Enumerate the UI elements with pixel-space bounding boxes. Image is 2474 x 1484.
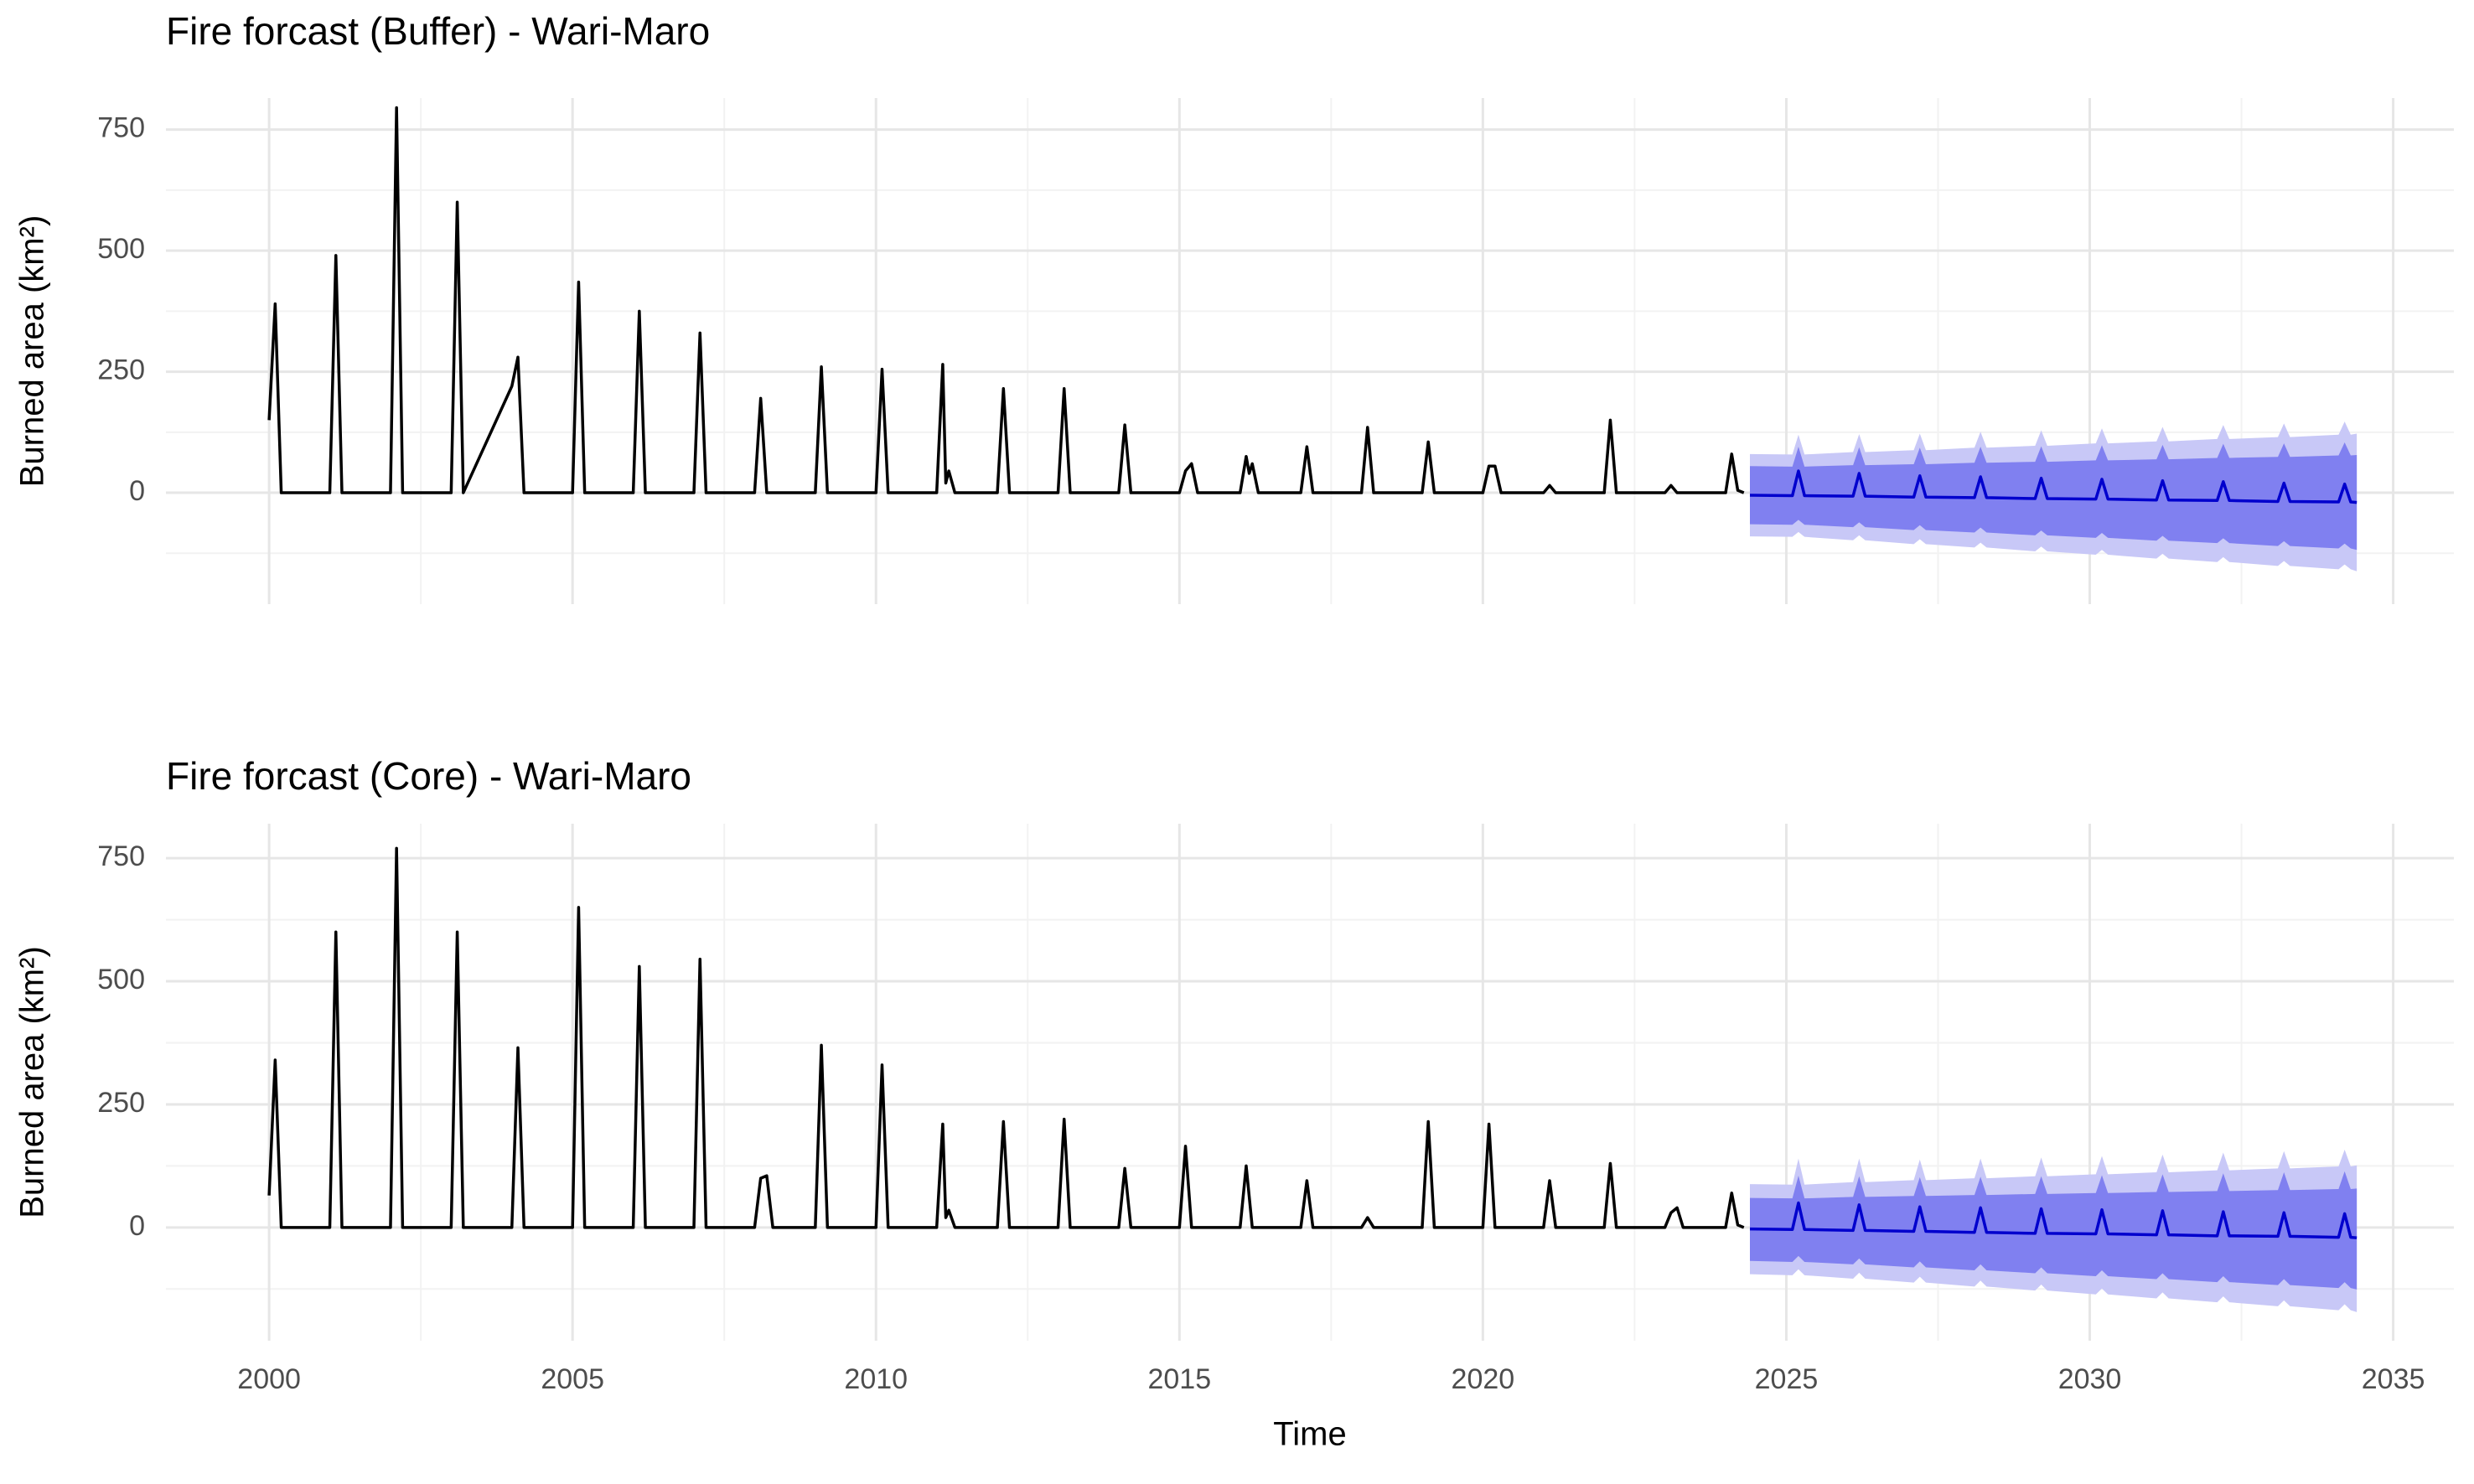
chart-title: Fire forcast (Core) - Wari-Maro: [166, 754, 691, 798]
y-tick-label: 250: [97, 354, 145, 386]
panel: 0 250 500 750 Fire forcast (Buffer) - Wari-M…: [14, 9, 2454, 604]
forecast-band: [1750, 1171, 2358, 1290]
line: [1749, 1201, 2358, 1239]
x-tick-label: 2020: [1452, 1363, 1515, 1395]
y-tick-label: 0: [129, 475, 145, 507]
y-tick-label: 750: [97, 840, 145, 872]
line: [1749, 469, 2358, 504]
x-tick-label: 2025: [1755, 1363, 1819, 1395]
x-axis-label: Time: [1273, 1416, 1346, 1453]
x-tick-label: 2010: [844, 1363, 908, 1395]
x-tick-label: 2035: [2362, 1363, 2425, 1395]
panel: 0 250 500 750 2000 2005 2010 2015 2020 2025 2030 20…: [14, 754, 2454, 1453]
y-tick-label: 750: [97, 112, 145, 144]
y-axis-label: Burned area (km²): [14, 946, 51, 1218]
y-axis-label: Burned area (km²): [14, 215, 51, 488]
forecast-band: [1750, 442, 2358, 551]
x-tick-label: 2015: [1147, 1363, 1211, 1395]
y-tick-label: 500: [97, 233, 145, 265]
y-tick-label: 0: [129, 1210, 145, 1242]
line: [267, 106, 1745, 494]
x-tick-label: 2000: [237, 1363, 301, 1395]
y-tick-label: 250: [97, 1087, 145, 1119]
line: [267, 846, 1745, 1229]
y-tick-label: 500: [97, 964, 145, 995]
chart-title: Fire forcast (Buffer) - Wari-Maro: [166, 9, 710, 53]
x-tick-label: 2005: [541, 1363, 604, 1395]
x-tick-label: 2030: [2058, 1363, 2122, 1395]
